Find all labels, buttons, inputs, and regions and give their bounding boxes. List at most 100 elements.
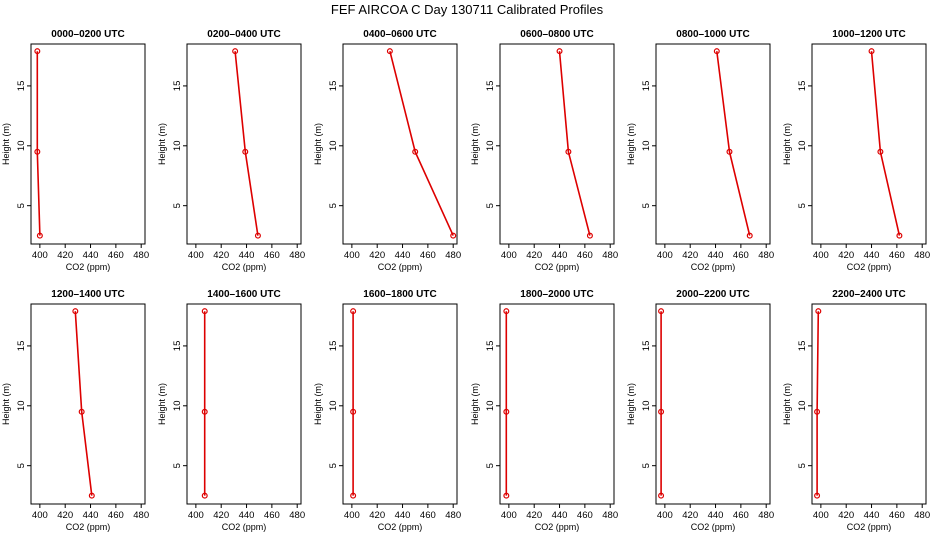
x-tick-label: 440 [239,250,255,261]
data-point [350,308,357,315]
panel-title: 2000–2200 UTC [676,289,749,300]
figure-title: FEF AIRCOA C Day 130711 Calibrated Profi… [331,2,604,17]
y-tick-label: 5 [641,463,652,468]
data-point [412,148,419,155]
panel-11: 2000–2200 UTC 400 420 440 460 480 5 10 15 CO2 (pp… [626,289,774,532]
profile-line [234,51,259,236]
x-axis-label: CO2 (ppm) [691,522,736,532]
x-tick-label: 400 [344,250,360,261]
y-tick-label: 15 [16,341,27,352]
x-tick-label: 420 [682,250,698,261]
x-tick-label: 480 [445,510,461,521]
y-tick-label: 10 [172,401,183,412]
y-axis-label: Height (m) [313,383,323,425]
x-tick-label: 420 [682,510,698,521]
x-axis-label: CO2 (ppm) [66,522,111,532]
plot-frame [342,303,458,505]
panel-12: 2200–2400 UTC 400 420 440 460 480 5 10 15 CO2 (pp… [782,289,930,532]
y-tick-label: 15 [485,341,496,352]
x-tick-label: 400 [813,250,829,261]
x-tick-label: 400 [657,250,673,261]
y-tick-label: 15 [328,81,339,92]
x-tick-label: 400 [501,510,517,521]
y-axis-label: Height (m) [626,383,636,425]
data-point [242,148,249,155]
x-axis-label: CO2 (ppm) [378,522,423,532]
x-tick-label: 460 [264,510,280,521]
profile-line [716,51,751,236]
panel-6: 1000–1200 UTC 400 420 440 460 480 5 10 15 CO2 (pp… [782,29,930,272]
panel-title: 2200–2400 UTC [832,289,905,300]
panel-title: 1400–1600 UTC [207,289,280,300]
x-tick-label: 460 [889,510,905,521]
x-tick-label: 480 [914,250,930,261]
x-axis-label: CO2 (ppm) [378,262,423,272]
x-tick-label: 420 [213,510,229,521]
y-tick-label: 10 [172,141,183,152]
data-point [503,408,510,415]
data-point [254,232,261,239]
panel-7: 1200–1400 UTC 400 420 440 460 480 5 10 15 CO2 (pp… [1,289,149,532]
panels: 0000–0200 UTC 400 420 440 460 480 5 10 15 CO2 (pp… [1,29,930,532]
y-tick-label: 10 [797,401,808,412]
x-tick-label: 400 [188,510,204,521]
y-tick-label: 10 [16,141,27,152]
plot-frame [811,303,927,505]
x-tick-label: 440 [83,250,99,261]
x-tick-label: 480 [758,510,774,521]
plot-frame [342,43,458,245]
x-tick-label: 400 [813,510,829,521]
data-point [556,48,563,55]
panel-1: 0000–0200 UTC 400 420 440 460 480 5 10 15 CO2 (pp… [1,29,149,272]
y-tick-label: 15 [172,81,183,92]
x-axis-label: CO2 (ppm) [66,262,111,272]
data-point [350,492,357,499]
y-tick-label: 5 [328,463,339,468]
x-tick-label: 400 [32,250,48,261]
x-tick-label: 400 [32,510,48,521]
x-tick-label: 440 [395,250,411,261]
plot-frame [655,303,771,505]
x-tick-label: 460 [108,510,124,521]
y-tick-label: 5 [797,463,808,468]
y-axis-label: Height (m) [782,123,792,165]
x-tick-label: 460 [733,250,749,261]
y-tick-label: 10 [328,401,339,412]
x-tick-label: 460 [889,250,905,261]
y-tick-label: 10 [485,141,496,152]
plot-frame [655,43,771,245]
y-tick-label: 15 [641,341,652,352]
y-tick-label: 15 [797,341,808,352]
x-tick-label: 440 [708,250,724,261]
x-tick-label: 420 [57,250,73,261]
data-point [72,308,79,315]
y-tick-label: 10 [641,141,652,152]
x-tick-label: 420 [57,510,73,521]
x-tick-label: 460 [733,510,749,521]
plot-frame [186,43,302,245]
panel-4: 0600–0800 UTC 400 420 440 460 480 5 10 15 CO2 (pp… [470,29,618,272]
x-tick-label: 440 [83,510,99,521]
x-tick-label: 420 [526,510,542,521]
x-tick-label: 420 [369,250,385,261]
x-tick-label: 440 [708,510,724,521]
data-point [713,48,720,55]
data-point [201,492,208,499]
data-point [201,408,208,415]
x-tick-label: 460 [577,250,593,261]
data-point [815,308,822,315]
panel-2: 0200–0400 UTC 400 420 440 460 480 5 10 15 CO2 (pp… [157,29,305,272]
data-point [201,308,208,315]
profile-line [389,51,454,236]
x-tick-label: 420 [369,510,385,521]
x-tick-label: 480 [289,510,305,521]
x-tick-label: 400 [188,250,204,261]
panel-title: 1200–1400 UTC [51,289,124,300]
x-axis-label: CO2 (ppm) [222,262,267,272]
x-tick-label: 440 [864,510,880,521]
y-axis-label: Height (m) [313,123,323,165]
x-tick-label: 480 [133,250,149,261]
y-tick-label: 15 [641,81,652,92]
data-point [658,408,665,415]
